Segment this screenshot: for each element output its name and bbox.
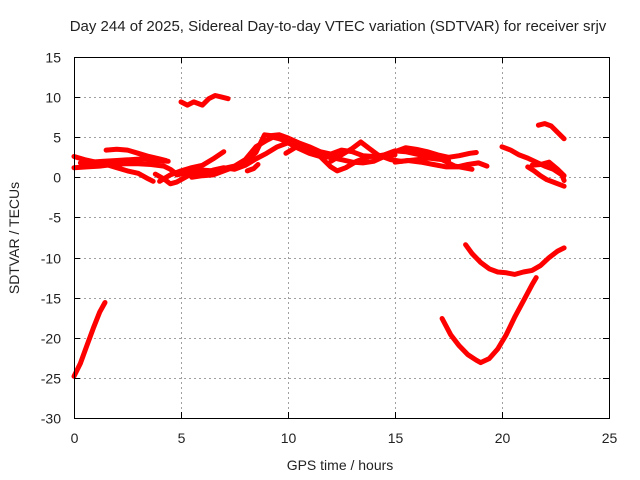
- series-arc-11: [244, 162, 261, 174]
- series-arc-10: [189, 132, 451, 180]
- series-arc-5: [103, 146, 169, 163]
- series-arc-7: [157, 149, 227, 184]
- series-arc-14: [392, 158, 490, 170]
- series-arc-16: [463, 242, 567, 277]
- y-tick-label: -20: [41, 331, 61, 347]
- y-tick-label: 0: [53, 170, 61, 186]
- y-axis-tick-labels: -30 -25 -20 -15 -10 -5 0 5 10 15: [41, 50, 61, 427]
- series-arc-20: [529, 159, 567, 179]
- x-axis-tick-labels: 0 5 10 15 20 25: [71, 430, 618, 446]
- y-tick-label: -25: [41, 371, 61, 387]
- plot-frame: [74, 57, 610, 419]
- y-tick-label: 15: [45, 50, 61, 66]
- y-tick-label: -5: [49, 210, 62, 226]
- x-tick-label: 25: [602, 430, 618, 446]
- y-tick-label: -15: [41, 291, 61, 307]
- y-axis-label: SDTVAR / TECUs: [6, 182, 22, 294]
- series-arc-3: [71, 161, 180, 177]
- axis-ticks: [74, 57, 610, 419]
- x-tick-label: 0: [71, 430, 79, 446]
- series-arc-4: [77, 156, 171, 166]
- series-arc-8: [174, 134, 398, 178]
- data-series: [71, 93, 567, 379]
- y-tick-label: -10: [41, 251, 61, 267]
- y-tick-label: -30: [41, 411, 61, 427]
- series-arc-15: [439, 275, 539, 366]
- series-arc-19: [535, 121, 567, 142]
- x-axis-label: GPS time / hours: [287, 457, 394, 473]
- x-tick-label: 15: [388, 430, 404, 446]
- series-arc-9: [178, 93, 231, 108]
- x-tick-label: 20: [495, 430, 511, 446]
- grid-lines: [74, 57, 609, 418]
- series-arc-1: [71, 300, 108, 379]
- chart-title: Day 244 of 2025, Sidereal Day-to-day VTE…: [70, 18, 607, 35]
- y-tick-label: 5: [53, 130, 61, 146]
- y-tick-label: 10: [45, 90, 61, 106]
- series-arc-6: [152, 140, 340, 187]
- series-arc-18: [525, 164, 567, 189]
- x-tick-label: 10: [281, 430, 297, 446]
- x-tick-label: 5: [178, 430, 186, 446]
